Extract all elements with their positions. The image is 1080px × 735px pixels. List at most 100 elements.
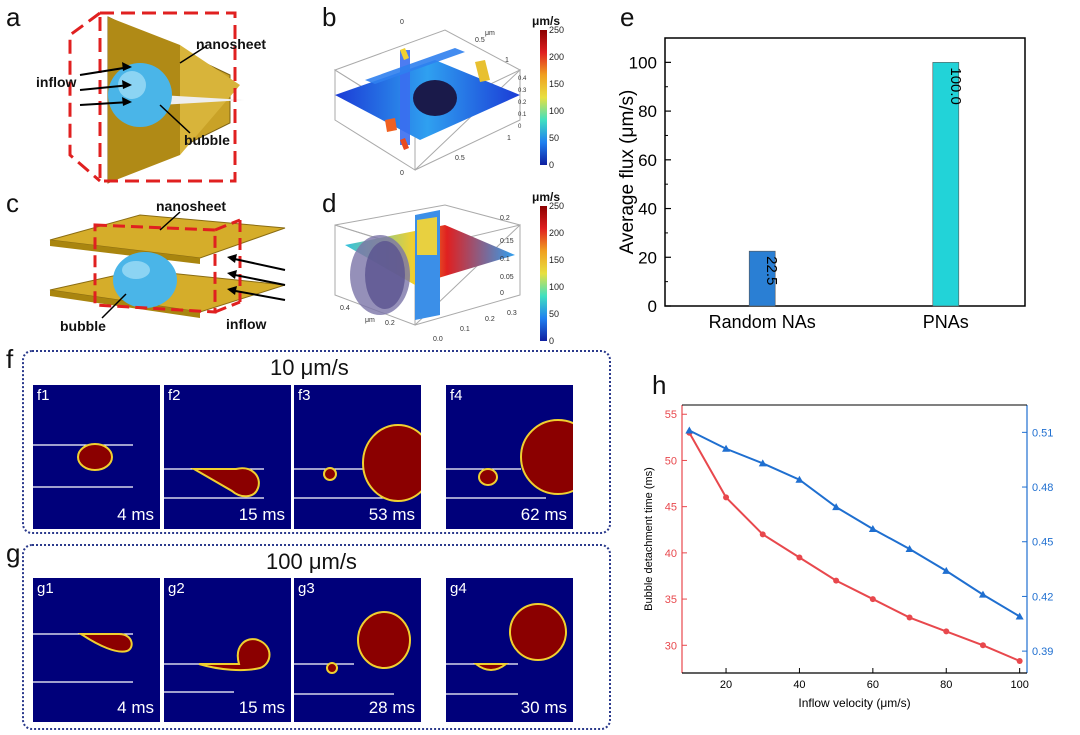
bar-value-label-1: 100.0 [947,67,964,105]
schematic-c [49,211,286,319]
axis-tick-d-5: 0.4 [340,305,350,312]
axis-unit-d: μm [365,317,375,324]
y-tick-label: 20 [638,248,657,267]
panel-label-g: g [6,538,21,568]
axis-tick-b-4: 0.5 [455,155,465,162]
left-tick-label: 35 [665,594,677,606]
point-detached-diameter [868,524,877,532]
y-tick-label: 100 [629,53,657,72]
row-title-f: 10 μm/s [270,355,349,380]
colorbar-tick: 250 [549,25,565,35]
colorbar-tick: 0 [549,336,555,346]
colorbar-tick: 50 [549,133,560,143]
panel-label-h: h [652,370,667,400]
x-axis-label: Inflow velocity (μm/s) [798,696,910,710]
frame-tag: g3 [298,580,315,597]
right-tick-label: 0.48 [1032,482,1053,494]
panel-label-c: c [6,188,19,218]
y-axis-label: Average flux (μm/s) [617,90,638,255]
label-inflow-c: inflow [226,316,267,332]
axis-tick-b-10: 0 [518,124,522,130]
colorbar-tick: 250 [549,201,565,211]
panel-label-d: d [322,188,337,218]
bar-value-label-0: 22.5 [763,256,780,285]
frame-time: 28 ms [368,698,415,717]
right-tick-label: 0.51 [1032,427,1053,439]
axis-tick-b-2: 1 [505,57,509,64]
point-detachment-time [943,628,950,635]
label-nanosheet-c: nanosheet [156,198,227,214]
axis-tick-b-3: 0 [400,170,404,177]
colorbar-tick: 150 [549,79,565,89]
sim-frame-f3: f3 53 ms [294,385,421,529]
sim-frame-g4: g4 30 ms [446,578,573,722]
sim-frame-g3: g3 28 ms [294,578,421,722]
colorbar-tick: 100 [549,106,565,116]
label-bubble-c: bubble [60,318,106,334]
frame-tag: g4 [450,580,467,597]
line-chart-h: 20 40 60 80 100 Inflow velocity (μm/s) 30 35 40 4… [643,404,1053,710]
point-detachment-time [1016,657,1023,664]
panel-label-a: a [6,2,21,32]
axis-tick-b-7: 0.3 [518,88,527,94]
frame-tag: g2 [168,580,185,597]
axis-tick-d-7: 0.0 [433,336,443,343]
point-detached-diameter [758,459,767,467]
colorbar-tick: 0 [549,160,555,170]
left-axis-label: Bubble detachment time (ms) [643,467,655,611]
frame-tag: g1 [37,580,54,597]
schematic-a [68,11,245,184]
axis-tick-d-9: 0.2 [485,316,495,323]
axis-tick-b-6: 0.4 [518,76,527,82]
frame-time: 30 ms [520,698,567,717]
frame-time: 15 ms [238,505,285,524]
point-detached-diameter [905,545,914,553]
series-line-detachment-time [688,432,1021,662]
right-tick-label: 0.42 [1032,591,1053,603]
axis-tick-b-1: 0.5 [475,37,485,44]
point-detachment-time [833,577,840,584]
sim-frame-f1: f1 4 ms [33,385,160,529]
axis-tick-d-1: 0.15 [500,238,514,245]
point-detached-diameter [722,444,731,452]
left-tick-label: 30 [665,640,677,652]
cfd-render-d: 0.2 0.15 0.1 0.05 0 0.4 0.2 0.0 0.1 0.2 … [334,204,521,343]
y-tick-label: 60 [638,151,657,170]
point-detached-diameter [832,503,841,511]
panel-label-f: f [6,344,14,374]
sim-frame-g1: g1 4 ms [33,578,160,722]
bar-0 [748,250,776,307]
left-tick-label: 45 [665,502,677,514]
sim-frame-f4: f4 62 ms [446,385,573,529]
panel-label-b: b [322,2,337,32]
point-detachment-time [869,596,876,603]
frame-time: 4 ms [117,698,154,717]
frame-time: 4 ms [117,505,154,524]
x-category-label-0: Random NAs [709,312,816,332]
point-detached-diameter [942,566,951,574]
frame-tag: f1 [37,387,50,404]
left-tick-label: 50 [665,455,677,467]
axis-tick-d-10: 0.3 [507,310,517,317]
y-tick-label: 80 [638,102,657,121]
colorbar-tick: 200 [549,52,565,62]
point-detachment-time [759,531,766,538]
axis-tick-d-0: 0.2 [500,215,510,222]
row-title-g: 100 μm/s [266,549,357,574]
colorbar-d [540,206,547,341]
x-category-label-1: PNAs [923,312,969,332]
bar-chart-e: 0 20 40 60 80 100 Average flux (μm/s) 22.5 Rando… [617,37,1026,332]
point-detachment-time [796,554,803,561]
right-tick-label: 0.39 [1032,646,1053,658]
point-detached-diameter [685,426,694,434]
sim-frame-f2: f2 15 ms [164,385,291,529]
axis-unit-b: μm [485,30,495,37]
y-tick-label: 40 [638,200,657,219]
left-tick-label: 40 [665,548,677,560]
colorbar-tick: 200 [549,228,565,238]
axis-tick-d-6: 0.2 [385,320,395,327]
frame-tag: f2 [168,387,181,404]
colorbar-tick: 50 [549,309,560,319]
left-tick-label: 55 [665,409,677,421]
frame-group-f [22,350,611,534]
